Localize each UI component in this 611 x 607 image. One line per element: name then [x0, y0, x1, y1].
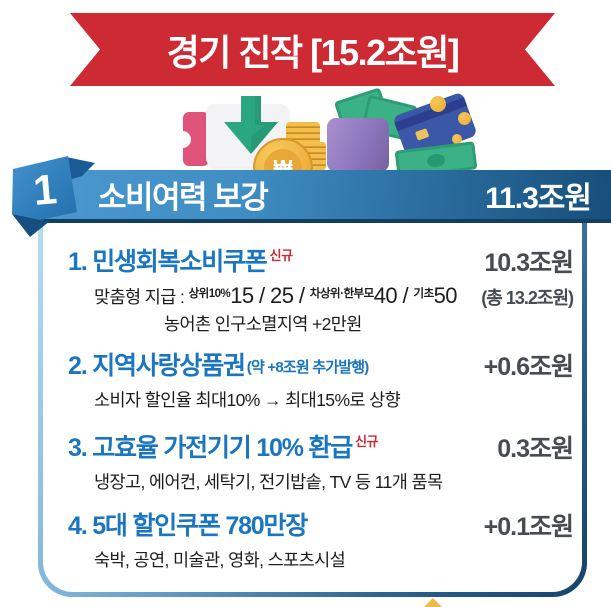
tier-label: 기초: [413, 288, 435, 300]
page-title: 경기 진작 [15.2조원]: [166, 31, 459, 73]
item-amount: 0.3조원: [497, 435, 574, 463]
ticket-icon: [174, 112, 209, 166]
tier-value: 40 /: [373, 283, 414, 308]
item-title-note: (약 +8조원 추가발행): [246, 359, 369, 376]
new-badge: 신규: [355, 434, 378, 449]
coin-icon: [458, 112, 471, 125]
tier-value: 50: [433, 283, 458, 308]
section-header: 소비여력 보강 11.3조원: [38, 170, 611, 223]
sparkle-icon: [424, 598, 442, 607]
tier-label: 상위10%: [188, 288, 231, 300]
item-title: 1. 민생회복소비쿠폰 신규: [68, 248, 293, 276]
tier-label: 차상위·한부모: [309, 288, 374, 300]
item-detail: 맞춤형 지급 : 상위10%15 / 25 / 차상위·한부모40 / 기초50: [94, 283, 458, 308]
section-number-badge: 1: [12, 156, 95, 237]
item-detail: 숙박, 공연, 미술관, 영화, 스포츠시설: [94, 550, 346, 570]
section-title: 소비여력 보강: [98, 180, 269, 215]
wallet-icon: [327, 118, 389, 172]
item-amount: +0.1조원: [483, 513, 574, 541]
item-detail: 소비자 할인율 최대10% → 최대15%로 상향: [94, 390, 401, 410]
item-title: 2. 지역사랑상품권 (약 +8조원 추가발행): [68, 352, 369, 380]
item-amount: +0.6조원: [483, 353, 574, 381]
tier-value: 15 / 25 /: [230, 283, 310, 308]
coin-icon: [430, 96, 446, 112]
item-title: 3. 고효율 가전기기 10% 환급 신규: [68, 434, 378, 462]
item-amount-note: (총 13.2조원): [481, 288, 574, 308]
new-badge: 신규: [269, 248, 293, 263]
title-ribbon: 경기 진작 [15.2조원]: [70, 13, 555, 86]
section-number: 1: [31, 165, 58, 214]
item-detail: 냉장고, 에어컨, 세탁기, 전기밥솥, TV 등 11개 품목: [94, 472, 443, 492]
item-amount: 10.3조원 (총 13.2조원): [481, 249, 574, 308]
coin-icon: [452, 134, 462, 144]
section-amount: 11.3조원: [485, 181, 592, 215]
banknote-emblem: [426, 152, 446, 168]
download-arrow-icon: [224, 96, 278, 154]
content-panel: [38, 208, 587, 597]
item-detail-line2: 농어촌 인구소멸지역 +2만원: [164, 314, 362, 334]
item-title: 4. 5대 할인쿠폰 780만장: [68, 512, 308, 540]
